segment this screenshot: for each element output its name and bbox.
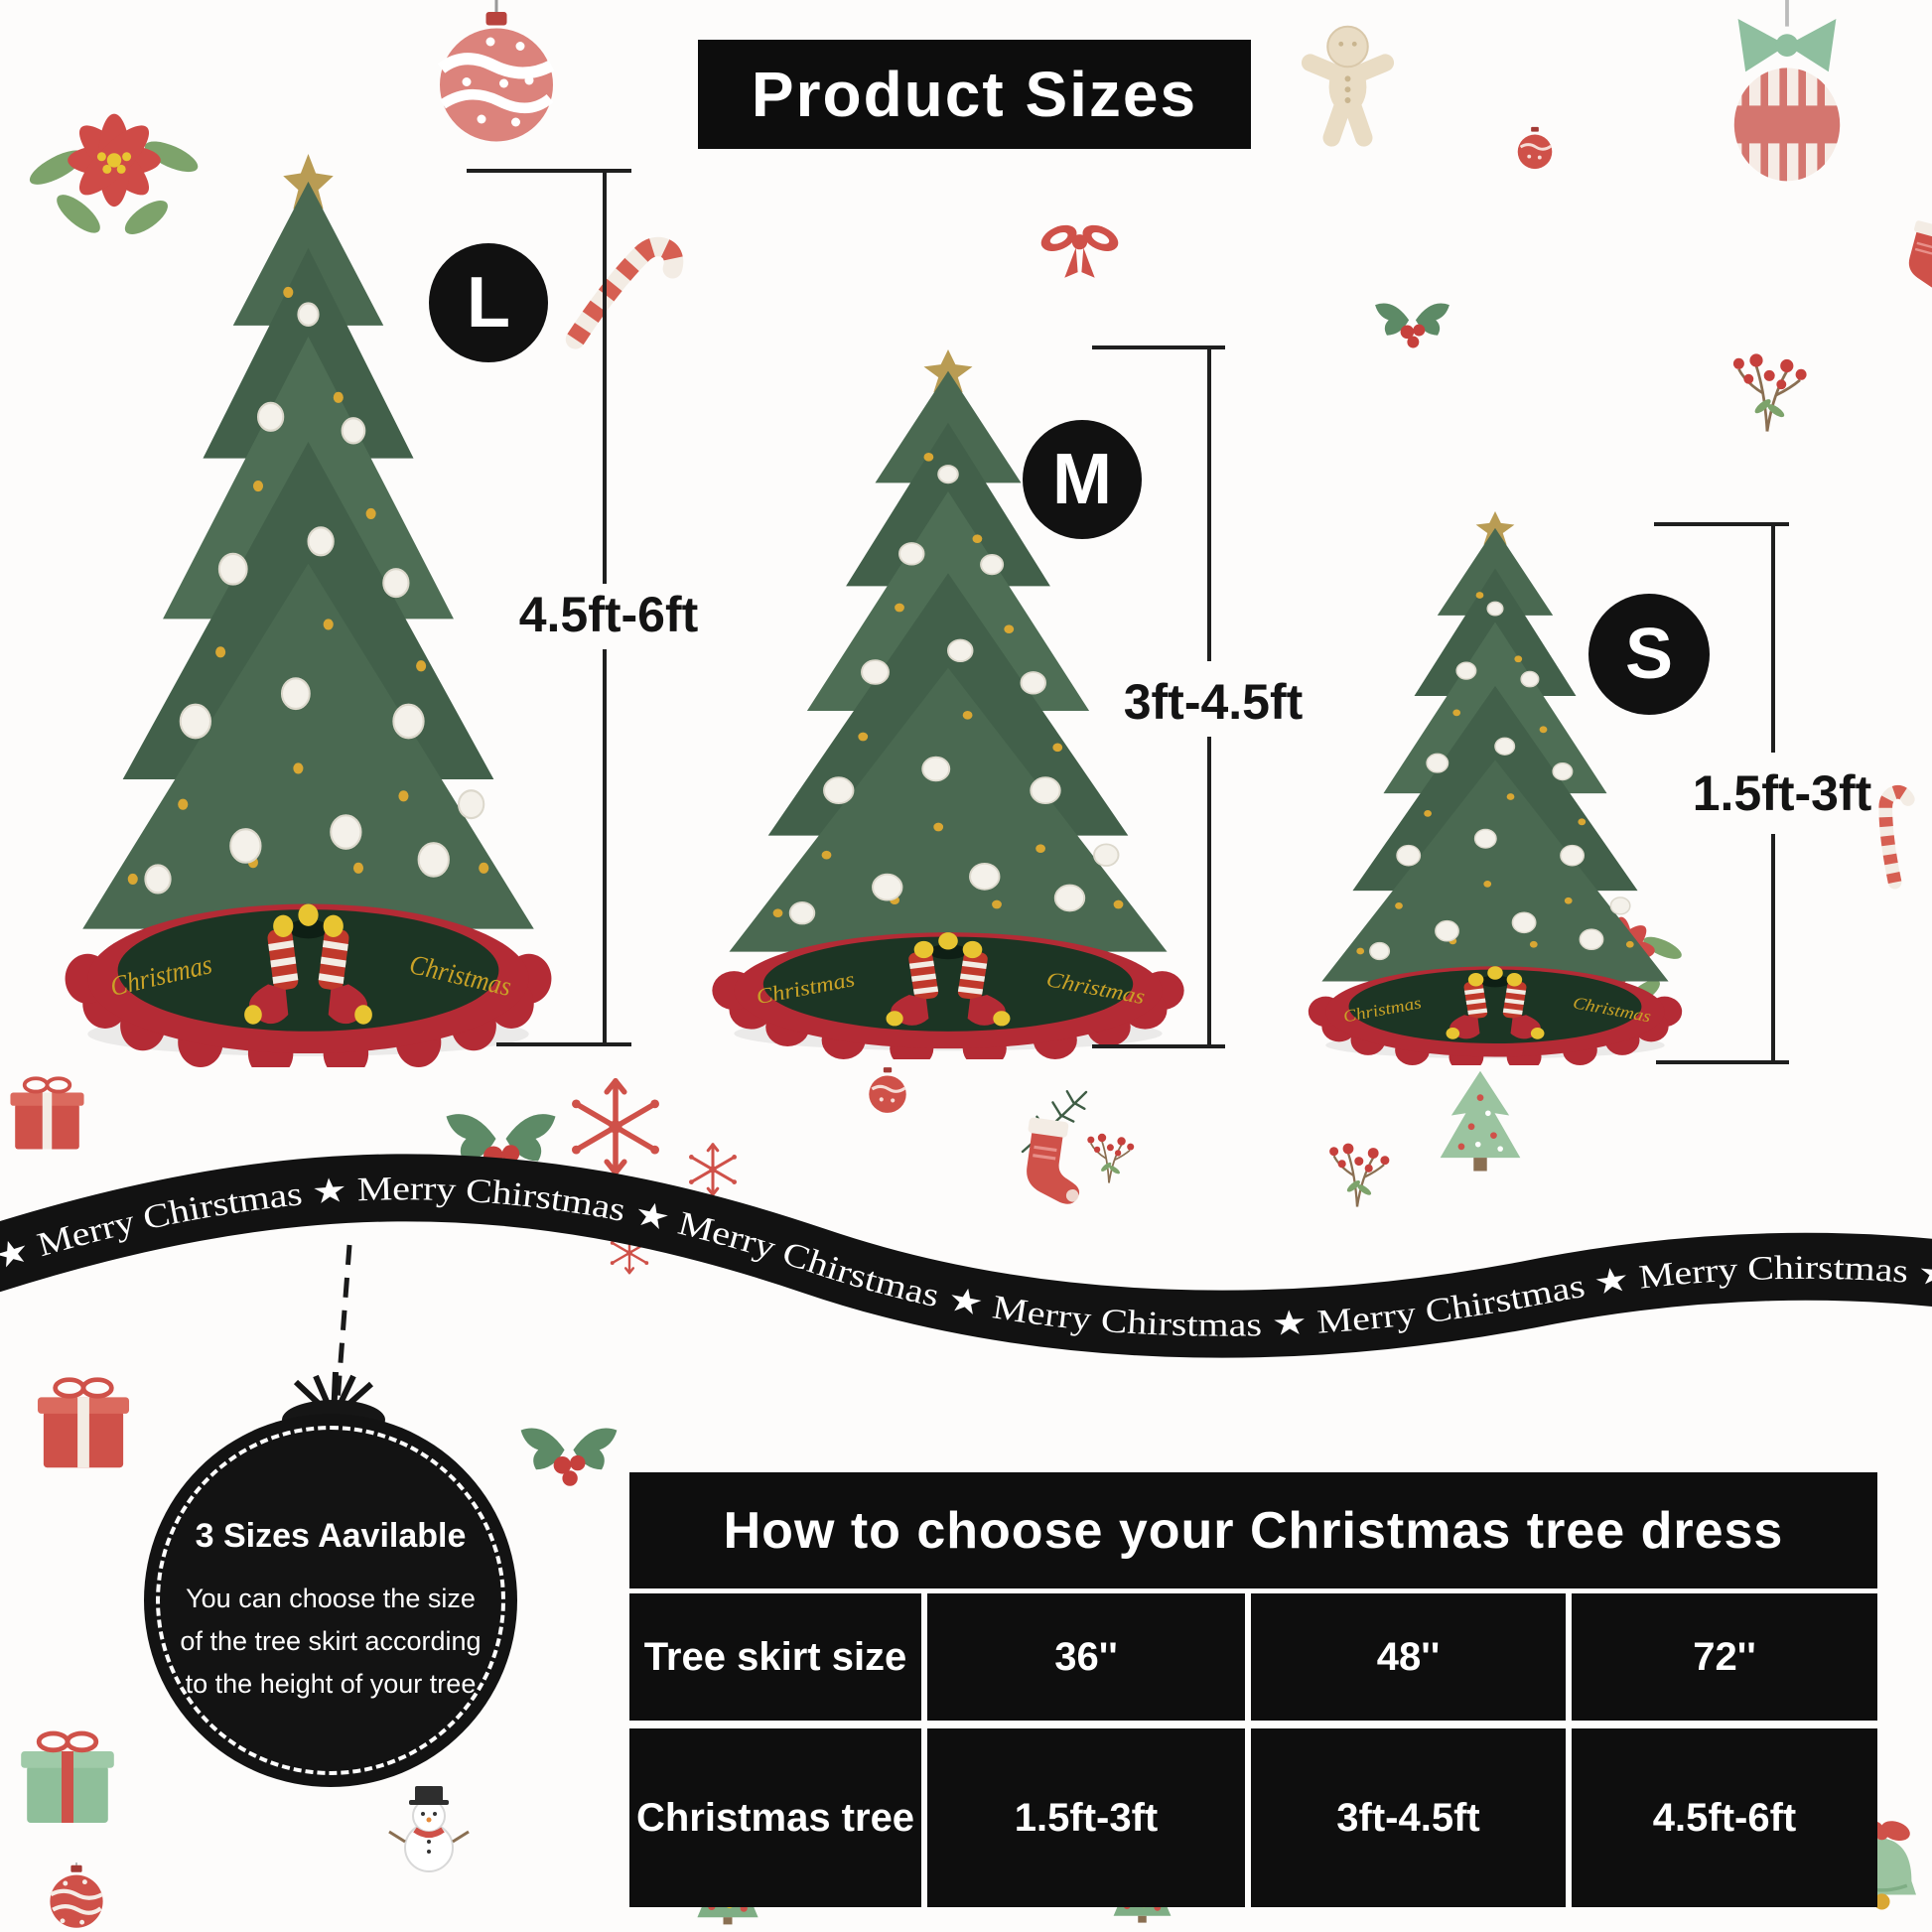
snowflake-icon: [572, 1081, 659, 1173]
badge-title: 3 Sizes Aavilable: [195, 1517, 467, 1555]
row-header-christmas-tree: Christmas tree: [629, 1728, 921, 1907]
berries-icon: [1731, 352, 1808, 433]
bauble-icon: [440, 0, 553, 142]
measure-lines: [467, 169, 1789, 1064]
row-header-tree-skirt-size: Tree skirt size: [629, 1593, 921, 1721]
tree-height-large: 4.5ft-6ft: [518, 587, 699, 642]
size-badge-large: L: [429, 243, 548, 362]
christmas-tree-small: [1309, 511, 1682, 1072]
measure-line-medium: [1092, 345, 1225, 1048]
candycane-icon: [576, 235, 676, 354]
flattree-icon: [1440, 1070, 1521, 1172]
size-badge-large-label: L: [467, 263, 510, 343]
bow-icon: [1036, 219, 1123, 278]
giftred-icon: [38, 1380, 129, 1468]
ornament-string: [335, 1244, 352, 1403]
poinsettia-icon: [25, 113, 203, 241]
gingerbread-icon: [1311, 27, 1386, 138]
tree-height-medium: 3ft-4.5ft: [1123, 674, 1304, 730]
cell-tree-large: 4.5ft-6ft: [1572, 1728, 1877, 1907]
page-title: Product Sizes: [751, 59, 1198, 130]
berries-icon: [1327, 1142, 1391, 1208]
merry-christmas-ribbon: [0, 1154, 1932, 1358]
stocking-icon: [1017, 1115, 1091, 1207]
cell-tree-medium: 3ft-4.5ft: [1251, 1728, 1566, 1907]
size-badge-small-label: S: [1624, 615, 1674, 694]
size-badge-small: S: [1588, 594, 1710, 715]
cell-skirt-48: 48'': [1251, 1593, 1566, 1721]
measure-line-large: [467, 169, 631, 1046]
minibauble-icon: [1516, 125, 1554, 171]
stocking-icon: [1899, 218, 1932, 293]
size-table-grid: Tree skirt size 36'' 48'' 72'' Christmas…: [629, 1593, 1877, 1907]
hangorn-icon: [1730, 0, 1844, 185]
ornament-dashed-ring: [156, 1426, 505, 1775]
stripedbauble-icon: [50, 1863, 102, 1928]
minibauble-icon: [867, 1065, 908, 1115]
giftred-icon: [8, 1076, 86, 1152]
size-badge-medium-label: M: [1052, 440, 1112, 519]
size-badge-medium: M: [1023, 420, 1142, 539]
info-ornament-badge: 3 Sizes Aavilable You can choose the siz…: [144, 1414, 517, 1787]
measure-line-small: [1654, 522, 1789, 1064]
size-table-title: How to choose your Christmas tree dress: [629, 1472, 1877, 1588]
tree-height-small: 1.5ft-3ft: [1692, 765, 1872, 821]
snowflake-icon: [687, 1143, 739, 1196]
snowman-icon: [389, 1786, 469, 1871]
holly-icon: [1375, 303, 1449, 348]
cell-skirt-72: 72'': [1572, 1593, 1877, 1721]
size-table: How to choose your Christmas tree dress …: [629, 1472, 1877, 1907]
berries-icon: [1086, 1132, 1136, 1184]
cell-skirt-36: 36'': [927, 1593, 1245, 1721]
giftgreen-icon: [21, 1733, 114, 1823]
cell-tree-small: 1.5ft-3ft: [927, 1728, 1245, 1907]
badge-description: You can choose the size of the tree skir…: [180, 1584, 482, 1700]
page-title-banner: Product Sizes: [698, 40, 1251, 149]
holly-icon: [520, 1428, 618, 1486]
